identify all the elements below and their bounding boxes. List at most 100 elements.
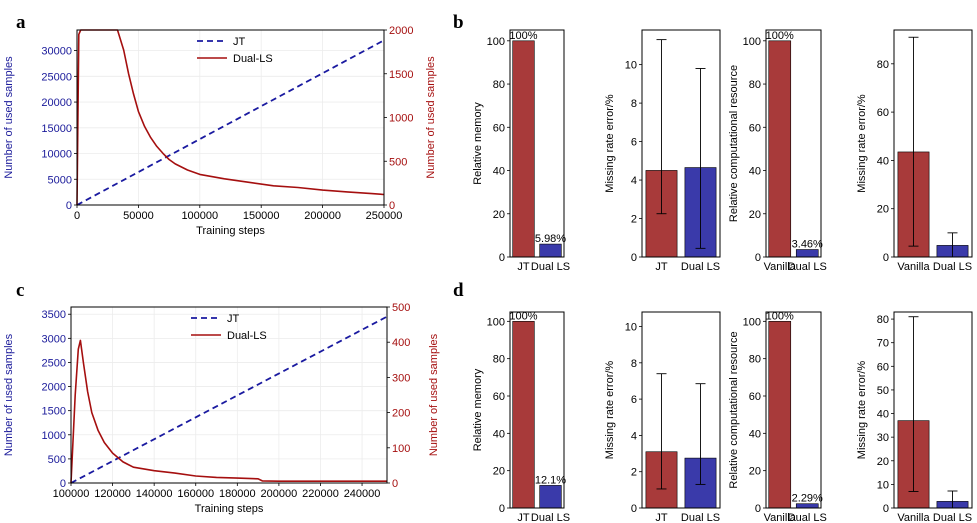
y-tick-label: 20	[493, 209, 505, 221]
y-tick-label: 70	[877, 338, 889, 350]
plot-frame	[76, 29, 385, 206]
x-tick-label: 250000	[366, 210, 403, 222]
y-tick-label: 60	[877, 107, 889, 119]
y-tick-label-left: 20000	[41, 97, 72, 109]
y-tick-label: 40	[749, 428, 761, 440]
plot-frame	[509, 311, 565, 509]
x-tick-label: 150000	[243, 210, 280, 222]
y-tick-label: 0	[499, 503, 505, 515]
y-tick-label: 20	[749, 466, 761, 478]
y-tick-label: 0	[631, 503, 637, 515]
plot-frame	[509, 29, 565, 258]
y-tick-label: 40	[493, 166, 505, 178]
y-tick-label: 0	[755, 252, 761, 264]
series-line-dual-ls	[70, 339, 387, 484]
panel-label-c: c	[16, 280, 24, 301]
y-tick-label: 80	[749, 354, 761, 366]
legend-label-dual-ls: Dual-LS	[233, 53, 273, 65]
y-tick-label: 60	[493, 122, 505, 134]
y-tick-label: 40	[749, 166, 761, 178]
y-tick-label: 4	[631, 175, 637, 187]
y-tick-label-right: 500	[389, 156, 407, 168]
x-tick-label: 200000	[261, 488, 298, 500]
series-line-dual-ls	[76, 29, 385, 206]
x-category-label: Dual LS	[788, 512, 827, 523]
y-tick-label-right: 2000	[389, 25, 413, 37]
x-tick-label: 240000	[344, 488, 381, 500]
y-tick-label-right: 300	[392, 372, 410, 384]
plot-frame	[70, 306, 388, 484]
y-tick-label: 20	[877, 456, 889, 468]
x-category-label: JT	[655, 512, 668, 523]
y-tick-label-left: 1500	[42, 406, 66, 418]
y-tick-label: 40	[493, 428, 505, 440]
x-tick-label: 200000	[304, 210, 341, 222]
bar-dual-ls	[539, 485, 562, 509]
x-category-label: Dual LS	[531, 512, 570, 523]
y-tick-label: 80	[749, 79, 761, 91]
y-tick-label: 60	[877, 361, 889, 373]
legend-label-jt: JT	[233, 36, 246, 48]
bar-chart-d1: 100% 12.1% 0 20 40 60 80 100 JT Dual LS Relative m…	[453, 280, 570, 523]
x-category-label: JT	[517, 261, 530, 273]
x-tick-label: 140000	[136, 488, 173, 500]
y-tick-label-right: 500	[392, 302, 410, 314]
y-tick-label: 50	[877, 385, 889, 397]
y-tick-label: 80	[877, 59, 889, 71]
y-tick-label: 20	[749, 209, 761, 221]
y-tick-label-right: 0	[392, 478, 398, 490]
y-axis-label-left: Number of used samples	[3, 333, 15, 456]
x-tick-label: 100000	[53, 488, 90, 500]
y-tick-label-left: 1000	[42, 430, 66, 442]
x-tick-label: 160000	[177, 488, 214, 500]
data-label: 12.1%	[535, 474, 566, 486]
y-tick-label-left: 3000	[42, 333, 66, 345]
y-axis-label-left: Number of used samples	[3, 56, 15, 179]
x-category-label: Dual LS	[531, 261, 570, 273]
y-tick-label-left: 0	[60, 478, 66, 490]
x-category-label: Vanilla	[764, 512, 797, 523]
y-tick-label: 8	[631, 98, 637, 110]
plot-frame	[893, 311, 973, 509]
plot-frame	[641, 29, 721, 258]
line-chart-c: 100000 120000 140000 160000 180000 200000 2200…	[3, 280, 440, 515]
y-tick-label: 60	[493, 391, 505, 403]
x-tick-label: 120000	[94, 488, 131, 500]
bar-jt	[512, 321, 535, 509]
data-label: 2.29%	[792, 493, 823, 505]
y-tick-label: 0	[755, 503, 761, 515]
y-tick-label: 80	[877, 314, 889, 326]
x-axis-label: Training steps	[195, 503, 264, 515]
x-tick-label: 220000	[302, 488, 339, 500]
panel-label-d: d	[453, 280, 464, 301]
plot-frame	[641, 311, 721, 509]
x-category-label: Dual LS	[788, 261, 827, 273]
y-tick-label: 100	[743, 36, 761, 48]
y-tick-label-right: 200	[392, 408, 410, 420]
x-category-label: Dual LS	[681, 261, 720, 273]
x-category-label: Vanilla	[897, 261, 930, 273]
x-tick-label: 180000	[219, 488, 256, 500]
bar-vanilla	[768, 321, 792, 509]
data-label: 100%	[766, 30, 794, 42]
bar-jt	[512, 40, 535, 258]
y-tick-label: 100	[487, 36, 505, 48]
x-category-label: JT	[655, 261, 668, 273]
data-label: 100%	[766, 310, 794, 322]
y-tick-label: 10	[625, 322, 637, 334]
y-tick-label-right: 1000	[389, 113, 413, 125]
plot-frame	[893, 29, 973, 258]
y-tick-label-left: 5000	[48, 174, 72, 186]
bar-dual-ls	[539, 243, 562, 258]
y-tick-label: 10	[625, 60, 637, 72]
y-tick-label: 2	[631, 214, 637, 226]
line-chart-a: 0 50000 100000 150000 200000 2500000500010000…	[3, 12, 437, 237]
y-axis-label: Missing rate error/%	[604, 361, 616, 460]
x-category-label: Dual LS	[681, 512, 720, 523]
y-tick-label-right: 0	[389, 200, 395, 212]
y-axis-label: Relative computational resource	[728, 65, 740, 222]
y-tick-label: 30	[877, 432, 889, 444]
x-tick-label: 100000	[181, 210, 218, 222]
y-tick-label-right: 1500	[389, 69, 413, 81]
